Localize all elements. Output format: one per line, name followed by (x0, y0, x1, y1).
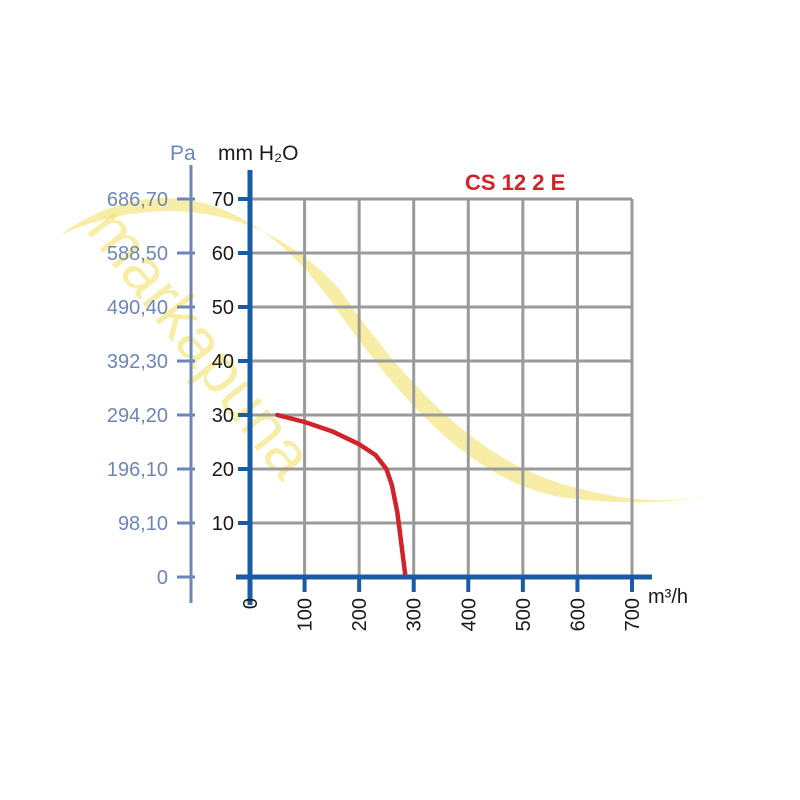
x-tick-label: 700 (622, 598, 644, 631)
y-axis-title: mm H₂O (218, 142, 298, 165)
pa-axis-title: Pa (170, 142, 196, 165)
watermark-text: markapuna (74, 194, 328, 491)
pa-tick-label: 686,70 (107, 189, 168, 211)
x-tick-label: 500 (513, 598, 535, 631)
fan-performance-curve (275, 412, 408, 580)
pa-tick-label: 196,10 (107, 459, 168, 481)
chart-title: CS 12 2 E (465, 170, 565, 195)
y-tick-label: 30 (212, 405, 234, 427)
x-tick-label: 100 (295, 598, 317, 631)
pa-tick-label: 294,20 (107, 405, 168, 427)
grid (250, 197, 634, 577)
x-tick-label: 300 (404, 598, 426, 631)
x-axis-title: m³/h (648, 586, 688, 608)
y-tick-label: 60 (212, 243, 234, 265)
pa-tick-label: 588,50 (107, 243, 168, 265)
y-tick-label: 50 (212, 297, 234, 319)
x-tick-label: 0 (240, 598, 262, 609)
y-tick-label: 20 (212, 459, 234, 481)
y-tick-label: 10 (212, 513, 234, 535)
pa-tick-label: 0 (157, 567, 168, 589)
pa-tick-label: 98,10 (118, 513, 168, 535)
pa-tick-label: 392,30 (107, 351, 168, 373)
y-tick-label: 40 (212, 351, 234, 373)
x-tick-label: 400 (458, 598, 480, 631)
tick-labels: 10203040506070098,10196,10294,20392,3049… (107, 189, 644, 631)
y-tick-label: 70 (212, 189, 234, 211)
pa-tick-label: 490,40 (107, 297, 168, 319)
curve-layer (275, 412, 408, 580)
x-tick-label: 200 (349, 598, 371, 631)
x-tick-label: 600 (567, 598, 589, 631)
